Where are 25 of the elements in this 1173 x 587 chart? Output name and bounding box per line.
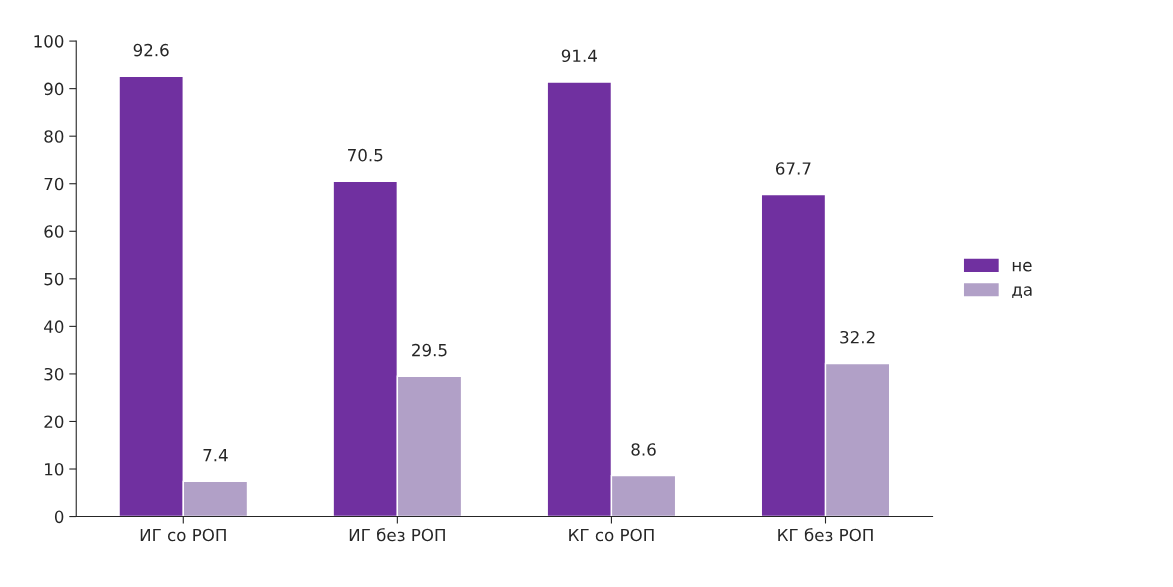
data-label: 70.5 — [348, 148, 383, 162]
y-tick-label: 60 — [44, 225, 64, 238]
legend-label: да — [1012, 286, 1032, 298]
y-tick-label: 90 — [44, 82, 64, 96]
y-tick-label: 70 — [44, 177, 64, 191]
data-label: 92.6 — [133, 43, 169, 57]
data-label: 29.5 — [412, 343, 447, 357]
y-tick-label: 30 — [44, 367, 64, 381]
y-tick-label: 0 — [54, 510, 64, 524]
x-tick-label: КГ без РОП — [778, 528, 873, 542]
y-tick-label: 80 — [44, 130, 64, 143]
y-tick-label: 50 — [44, 272, 64, 286]
y-tick-label: 10 — [45, 462, 64, 476]
y-tick-label: 100 — [34, 35, 64, 48]
data-label: 67.7 — [776, 162, 811, 175]
data-label: 91.4 — [561, 49, 597, 63]
x-tick-label: ИГ без РОП — [349, 528, 445, 542]
x-tick-label: КГ со РОП — [569, 528, 654, 542]
data-label: 7.4 — [203, 449, 228, 462]
y-tick-label: 40 — [44, 320, 64, 333]
y-tick-label: 20 — [44, 415, 64, 429]
data-label: 8.6 — [631, 443, 656, 456]
x-tick-label: ИГ со РОП — [140, 528, 226, 542]
data-label: 32.2 — [840, 330, 875, 344]
legend-label: не — [1012, 261, 1032, 272]
